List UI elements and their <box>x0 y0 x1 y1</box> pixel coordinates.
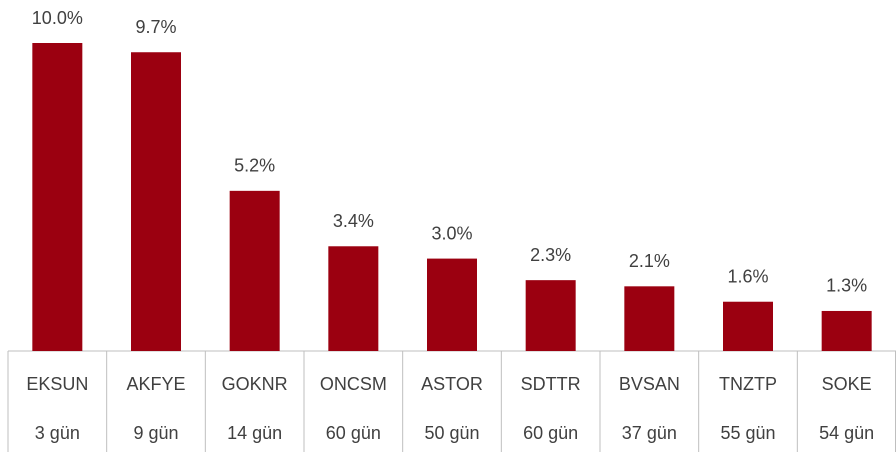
value-label: 5.2% <box>234 156 275 176</box>
bar <box>32 43 83 351</box>
value-label: 10.0% <box>32 8 83 28</box>
x-tick-label: EKSUN <box>26 374 88 394</box>
bar <box>525 280 576 351</box>
x-tick-detail: 54 gün <box>819 423 874 443</box>
x-tick-label: SOKE <box>822 374 872 394</box>
x-tick-label: ASTOR <box>421 374 483 394</box>
x-tick-label: TNZTP <box>719 374 777 394</box>
bar <box>229 190 280 351</box>
x-tick-label: SDTTR <box>521 374 581 394</box>
x-tick-label: ONCSM <box>320 374 387 394</box>
bar <box>624 286 675 351</box>
bar <box>821 310 872 351</box>
x-tick-label: BVSAN <box>619 374 680 394</box>
value-label: 9.7% <box>135 17 176 37</box>
x-tick-detail: 14 gün <box>227 423 282 443</box>
x-tick-detail: 3 gün <box>35 423 80 443</box>
x-tick-detail: 55 gün <box>720 423 775 443</box>
bar <box>131 52 181 352</box>
value-label: 3.4% <box>333 211 374 231</box>
bar <box>723 301 773 351</box>
value-label: 1.6% <box>727 266 768 286</box>
value-label: 3.0% <box>431 223 472 243</box>
bar <box>427 258 477 351</box>
x-tick-label: GOKNR <box>222 374 288 394</box>
x-tick-detail: 9 gün <box>133 423 178 443</box>
value-label: 2.3% <box>530 245 571 265</box>
value-label: 2.1% <box>629 251 670 271</box>
x-tick-label: AKFYE <box>126 374 185 394</box>
bar <box>328 246 379 351</box>
x-tick-detail: 60 gün <box>326 423 381 443</box>
x-tick-detail: 60 gün <box>523 423 578 443</box>
value-label: 1.3% <box>826 276 867 296</box>
x-tick-detail: 37 gün <box>622 423 677 443</box>
x-tick-detail: 50 gün <box>424 423 479 443</box>
